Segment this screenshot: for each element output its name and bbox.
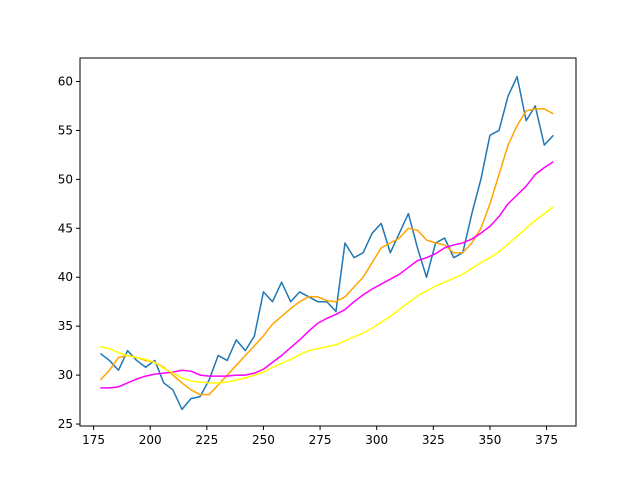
y-tick-label: 45	[58, 221, 73, 235]
x-tick-label: 250	[252, 433, 275, 447]
x-tick-label: 375	[535, 433, 558, 447]
x-tick-label: 300	[365, 433, 388, 447]
x-tick-label: 325	[422, 433, 445, 447]
series-line	[100, 206, 554, 384]
x-tick-label: 350	[478, 433, 501, 447]
x-tick-label: 200	[139, 433, 162, 447]
series-line	[100, 161, 554, 389]
x-tick-label: 275	[309, 433, 332, 447]
y-tick-label: 55	[58, 123, 73, 137]
y-tick-label: 40	[58, 270, 73, 284]
y-tick-label: 35	[58, 319, 73, 333]
y-tick-label: 30	[58, 368, 73, 382]
y-tick-label: 60	[58, 74, 73, 88]
x-tick-label: 225	[195, 433, 218, 447]
series-line	[99, 75, 554, 411]
plot-frame	[79, 57, 577, 427]
series-line	[99, 108, 554, 396]
y-tick-label: 25	[58, 417, 73, 431]
y-tick-label: 50	[58, 172, 73, 186]
x-tick-label: 175	[82, 433, 105, 447]
